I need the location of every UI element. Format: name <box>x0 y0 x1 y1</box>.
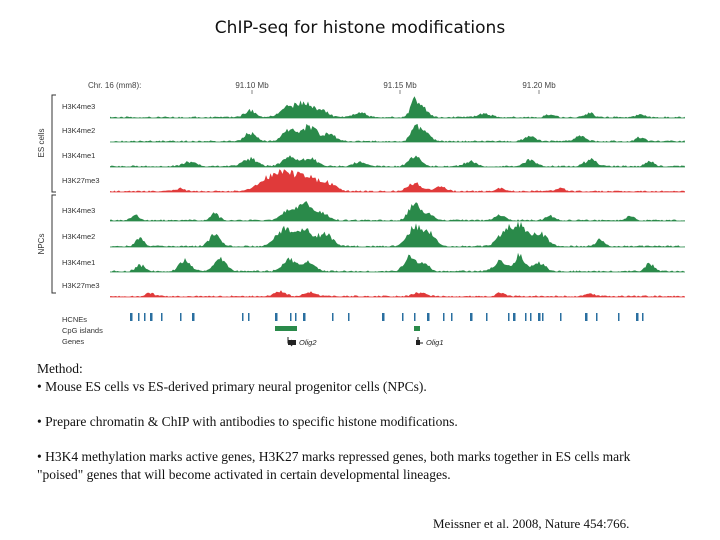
npcs-bracket <box>51 194 56 294</box>
hcne-mark <box>275 313 278 321</box>
signal-area <box>110 290 685 297</box>
gene-body-olig1 <box>416 340 420 345</box>
hcne-mark <box>618 313 620 321</box>
hcne-mark <box>144 313 146 321</box>
track-label-npc-h3k27me3: H3K27me3 <box>62 281 100 290</box>
coordinate-label: Chr. 16 (mm8): <box>88 81 141 90</box>
hcne-mark <box>427 313 430 321</box>
genes-track: Olig2 Olig1 <box>287 337 444 347</box>
coord-tick-3: 91.20 Mb <box>522 81 556 90</box>
gene-body-olig2 <box>288 340 296 345</box>
hcne-mark <box>303 313 306 321</box>
npcs-group-label: NPCs <box>37 234 46 255</box>
slide-title: ChIP-seq for histone modifications <box>214 18 506 38</box>
hcne-mark <box>161 313 163 321</box>
track-signal-es-h3k27me3 <box>110 169 685 193</box>
hcne-mark <box>138 313 140 321</box>
hcne-mark <box>295 313 297 321</box>
track-signal-es-h3k4me1 <box>110 155 685 168</box>
hcne-mark <box>348 313 350 321</box>
hcne-mark <box>508 313 510 321</box>
hcne-mark <box>150 313 153 321</box>
hcne-mark <box>538 313 541 321</box>
signal-area <box>110 155 685 167</box>
es-cells-group-label: ES cells <box>37 129 46 158</box>
chip-seq-genome-browser-figure: Chr. 16 (mm8): 91.10 Mb 91.15 Mb 91.20 M… <box>37 81 685 347</box>
track-signal-es-h3k4me2 <box>110 123 685 143</box>
cpg-islands-track <box>275 326 420 331</box>
signal-area <box>110 221 685 247</box>
track-label-es-h3k4me2: H3K4me2 <box>62 126 95 135</box>
track-signal-npc-h3k27me3 <box>110 290 685 298</box>
method-bullet-es-vs-npc: • Mouse ES cells vs ES-derived primary n… <box>37 379 427 394</box>
annotation-label-hcnes: HCNEs <box>62 315 87 324</box>
cpg-island-olig2 <box>275 326 297 331</box>
hcne-mark <box>451 313 453 321</box>
track-signal-npc-h3k4me1 <box>110 252 685 273</box>
track-label-es-h3k4me1: H3K4me1 <box>62 151 95 160</box>
track-label-npc-h3k4me2: H3K4me2 <box>62 232 95 241</box>
hcne-mark <box>486 313 488 321</box>
hcne-mark <box>443 313 445 321</box>
hcne-mark <box>525 313 527 321</box>
signal-area <box>110 96 685 118</box>
hcne-mark <box>332 313 334 321</box>
method-bullet-h3k4-h3k27: • H3K4 methylation marks active genes, H… <box>37 449 631 482</box>
hcne-mark <box>192 313 195 321</box>
hcne-mark <box>382 313 385 321</box>
hcne-track <box>130 313 644 321</box>
hcne-mark <box>290 313 292 321</box>
hcne-mark <box>242 313 244 321</box>
method-text: Method: • Mouse ES cells vs ES-derived p… <box>37 360 677 484</box>
track-label-es-h3k27me3: H3K27me3 <box>62 176 100 185</box>
coord-tick-2: 91.15 Mb <box>383 81 417 90</box>
hcne-mark <box>642 313 644 321</box>
method-bullet-chip: • Prepare chromatin & ChIP with antibodi… <box>37 414 458 429</box>
hcne-mark <box>596 313 598 321</box>
hcne-mark <box>130 313 133 321</box>
signal-area <box>110 201 685 221</box>
signal-area <box>110 169 685 192</box>
annotation-label-genes: Genes <box>62 337 84 346</box>
annotation-label-cpg-islands: CpG islands <box>62 326 103 335</box>
track-label-npc-h3k4me3: H3K4me3 <box>62 206 95 215</box>
signal-area <box>110 123 685 142</box>
track-signal-npc-h3k4me2 <box>110 221 685 248</box>
hcne-mark <box>470 313 473 321</box>
hcne-mark <box>530 313 532 321</box>
signal-area <box>110 252 685 272</box>
hcne-mark <box>542 313 544 321</box>
hcne-mark <box>560 313 562 321</box>
gene-label-olig1: Olig1 <box>426 338 444 347</box>
track-label-npc-h3k4me1: H3K4me1 <box>62 258 95 267</box>
hcne-mark <box>513 313 516 321</box>
es-cells-bracket <box>51 94 56 193</box>
citation: Meissner et al. 2008, Nature 454:766. <box>433 516 630 531</box>
track-signal-npc-h3k4me3 <box>110 201 685 222</box>
hcne-mark <box>180 313 182 321</box>
hcne-mark <box>248 313 250 321</box>
hcne-mark <box>414 313 416 321</box>
track-signal-es-h3k4me3 <box>110 96 685 119</box>
method-heading: Method: <box>37 361 83 376</box>
hcne-mark <box>585 313 588 321</box>
track-label-es-h3k4me3: H3K4me3 <box>62 102 95 111</box>
gene-label-olig2: Olig2 <box>299 338 317 347</box>
hcne-mark <box>636 313 639 321</box>
hcne-mark <box>402 313 404 321</box>
coord-tick-1: 91.10 Mb <box>235 81 269 90</box>
cpg-island-olig1 <box>414 326 420 331</box>
